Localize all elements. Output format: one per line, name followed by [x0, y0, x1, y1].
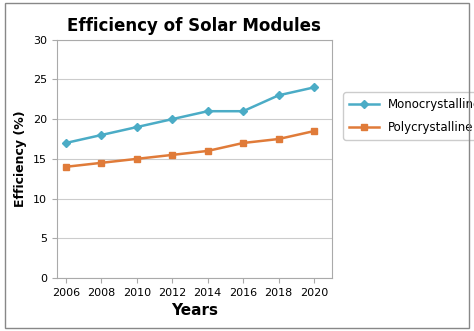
- Monocrystalline: [205, 109, 210, 113]
- Polycrystalline: [240, 141, 246, 145]
- Legend: Monocrystalline, Polycrystalline: Monocrystalline, Polycrystalline: [343, 92, 474, 140]
- Polycrystalline: [63, 165, 69, 169]
- Polycrystalline: [276, 137, 282, 141]
- Polycrystalline: [311, 129, 317, 133]
- Monocrystalline: [99, 133, 104, 137]
- Monocrystalline: [63, 141, 69, 145]
- Line: Polycrystalline: Polycrystalline: [63, 128, 317, 170]
- Monocrystalline: [169, 117, 175, 121]
- Monocrystalline: [276, 93, 282, 97]
- Polycrystalline: [99, 161, 104, 165]
- Monocrystalline: [311, 85, 317, 89]
- Monocrystalline: [240, 109, 246, 113]
- Monocrystalline: [134, 125, 139, 129]
- X-axis label: Years: Years: [171, 303, 218, 318]
- Polycrystalline: [134, 157, 139, 161]
- Polycrystalline: [205, 149, 210, 153]
- Line: Monocrystalline: Monocrystalline: [63, 84, 317, 146]
- Title: Efficiency of Solar Modules: Efficiency of Solar Modules: [67, 18, 321, 35]
- Y-axis label: Efficiency (%): Efficiency (%): [15, 111, 27, 207]
- Polycrystalline: [169, 153, 175, 157]
